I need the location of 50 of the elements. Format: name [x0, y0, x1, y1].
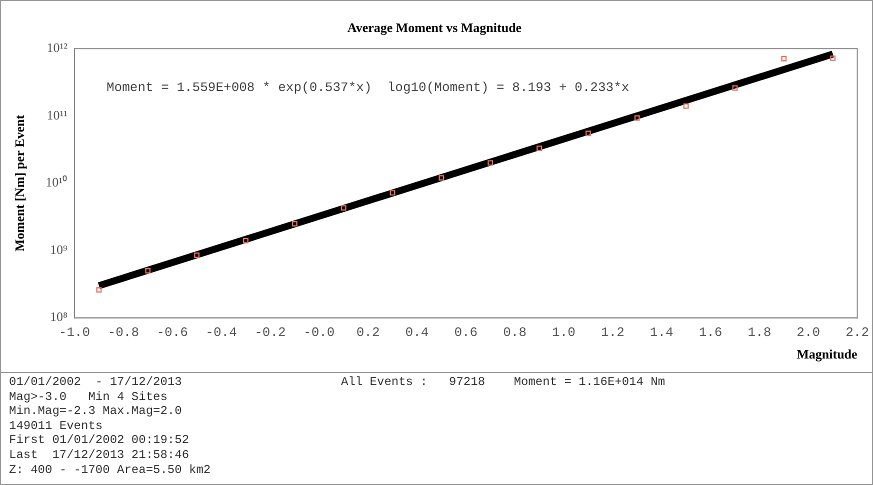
- point: [732, 85, 738, 91]
- annotation: Moment = 1.559E+008 * exp(0.537*x) log10(Moment) = 8.193 + 0.233*x: [106, 80, 630, 96]
- x-tick-label: 0.6: [454, 325, 478, 340]
- point: [585, 130, 591, 136]
- x-tick-label: 1.6: [698, 325, 722, 340]
- text: First 01/01/2002 00:19:52: [9, 433, 190, 448]
- text: 01/01/2002 - 17/12/2013: [9, 375, 182, 390]
- y-axis-title: Moment [Nm] per Event: [12, 114, 28, 252]
- point: [781, 56, 787, 62]
- text: All Events : 97218 Moment = 1.16E+014 Nm: [341, 375, 666, 390]
- x-tick-label: 2.0: [796, 325, 820, 340]
- point: [96, 287, 102, 293]
- x-tick-label: -0.0: [304, 325, 335, 340]
- x-tick-label: 1.0: [552, 325, 576, 340]
- chart-title: Average Moment vs Magnitude: [347, 20, 522, 36]
- x-axis-title: Magnitude: [796, 346, 858, 362]
- x-tick-label: 0.4: [405, 325, 429, 340]
- x-tick-label: 2.2: [846, 325, 869, 340]
- point: [830, 55, 836, 61]
- point: [390, 190, 396, 196]
- point: [340, 205, 346, 211]
- y-tick-label: 10¹²: [46, 40, 68, 56]
- x-tick-label: -0.2: [254, 325, 286, 340]
- y-tick-label: 10⁸: [50, 309, 68, 324]
- text: Mag>-3.0 Min 4 Sites: [9, 390, 168, 404]
- point: [683, 103, 689, 109]
- x-tick-label: 0.2: [356, 325, 380, 340]
- text: 149011 Events: [9, 418, 103, 434]
- x-tick-label: -0.8: [108, 325, 140, 340]
- point: [194, 252, 200, 258]
- y-tick-label: 10⁹: [50, 242, 68, 257]
- text: Z: 400 - -1700 Area=5.50 km2: [9, 462, 211, 478]
- y-tick-label: 10¹⁰: [46, 174, 68, 190]
- x-tick-label: -1.0: [58, 325, 90, 340]
- point: [634, 115, 640, 121]
- x-tick-label: 1.2: [600, 325, 624, 340]
- point: [243, 238, 248, 244]
- point: [292, 221, 298, 226]
- point: [488, 160, 494, 166]
- point: [536, 146, 542, 152]
- x-tick-label: 1.8: [748, 325, 772, 340]
- y-tick-label: 10¹¹: [46, 107, 68, 122]
- x-tick-label: 1.4: [650, 325, 674, 340]
- x-tick-label: -0.6: [156, 325, 188, 340]
- text: Min.Mag=-2.3 Max.Mag=2.0: [9, 404, 182, 419]
- x-tick-label: 0.8: [503, 325, 527, 340]
- point: [145, 268, 151, 274]
- point: [438, 175, 444, 181]
- text: Last 17/12/2013 21:58:46: [9, 448, 190, 463]
- x-tick-label: -0.4: [206, 325, 238, 340]
